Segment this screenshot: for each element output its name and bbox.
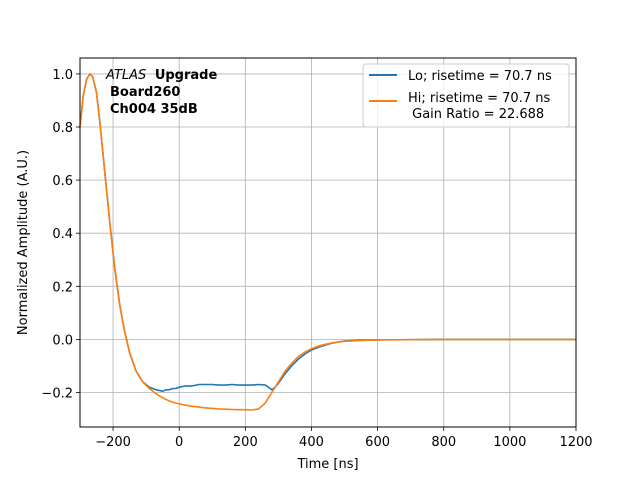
y-tick-label: 0.0: [52, 333, 73, 348]
atlas-annotation: ATLAS Upgrade Board260 Ch004 35dB: [105, 68, 217, 117]
y-tick-label: 0.6: [52, 174, 73, 189]
annotation-upgrade: Upgrade: [155, 68, 218, 83]
legend: Lo; risetime = 70.7 ns Hi; risetime = 70…: [362, 63, 570, 128]
x-tick-label: −200: [95, 435, 131, 450]
y-axis-ticks: −0.2 0.0 0.2 0.4 0.6 0.8 1.0: [41, 68, 80, 401]
y-tick-label: 0.8: [52, 121, 73, 136]
x-tick-label: 800: [431, 435, 456, 450]
x-axis-label: Time [ns]: [296, 457, 358, 472]
legend-label-lo: Lo; risetime = 70.7 ns: [408, 69, 552, 84]
y-axis-label: Normalized Amplitude (A.U.): [16, 150, 31, 335]
annotation-board: Board260: [110, 85, 180, 100]
x-tick-label: 200: [233, 435, 258, 450]
plot-frame: [79, 57, 577, 428]
x-tick-label: 400: [299, 435, 324, 450]
y-tick-label: 0.4: [52, 227, 73, 242]
x-tick-label: 0: [175, 435, 183, 450]
y-tick-label: 1.0: [52, 68, 73, 83]
legend-box: [362, 63, 570, 128]
x-axis-ticks: −200 0 200 400 600 800 1000 1200: [95, 427, 593, 450]
svg-text:ATLAS Upgrade: ATLAS Upgrade: [105, 68, 217, 83]
x-tick-label: 1200: [559, 435, 592, 450]
annotation-channel: Ch004 35dB: [110, 102, 198, 117]
series-lines: [79, 73, 576, 411]
x-tick-label: 600: [365, 435, 390, 450]
y-tick-label: 0.2: [52, 280, 73, 295]
legend-label-hi: Hi; risetime = 70.7 ns Gain Ratio = 22.6…: [408, 91, 550, 122]
x-tick-label: 1000: [493, 435, 526, 450]
legend-label-hi-line: Hi; risetime = 70.7 ns: [408, 91, 550, 106]
legend-label-hi-line: Gain Ratio = 22.688: [408, 107, 544, 122]
series-line-hi: [79, 73, 576, 411]
y-tick-label: −0.2: [41, 386, 73, 401]
annotation-atlas: ATLAS: [105, 68, 146, 83]
